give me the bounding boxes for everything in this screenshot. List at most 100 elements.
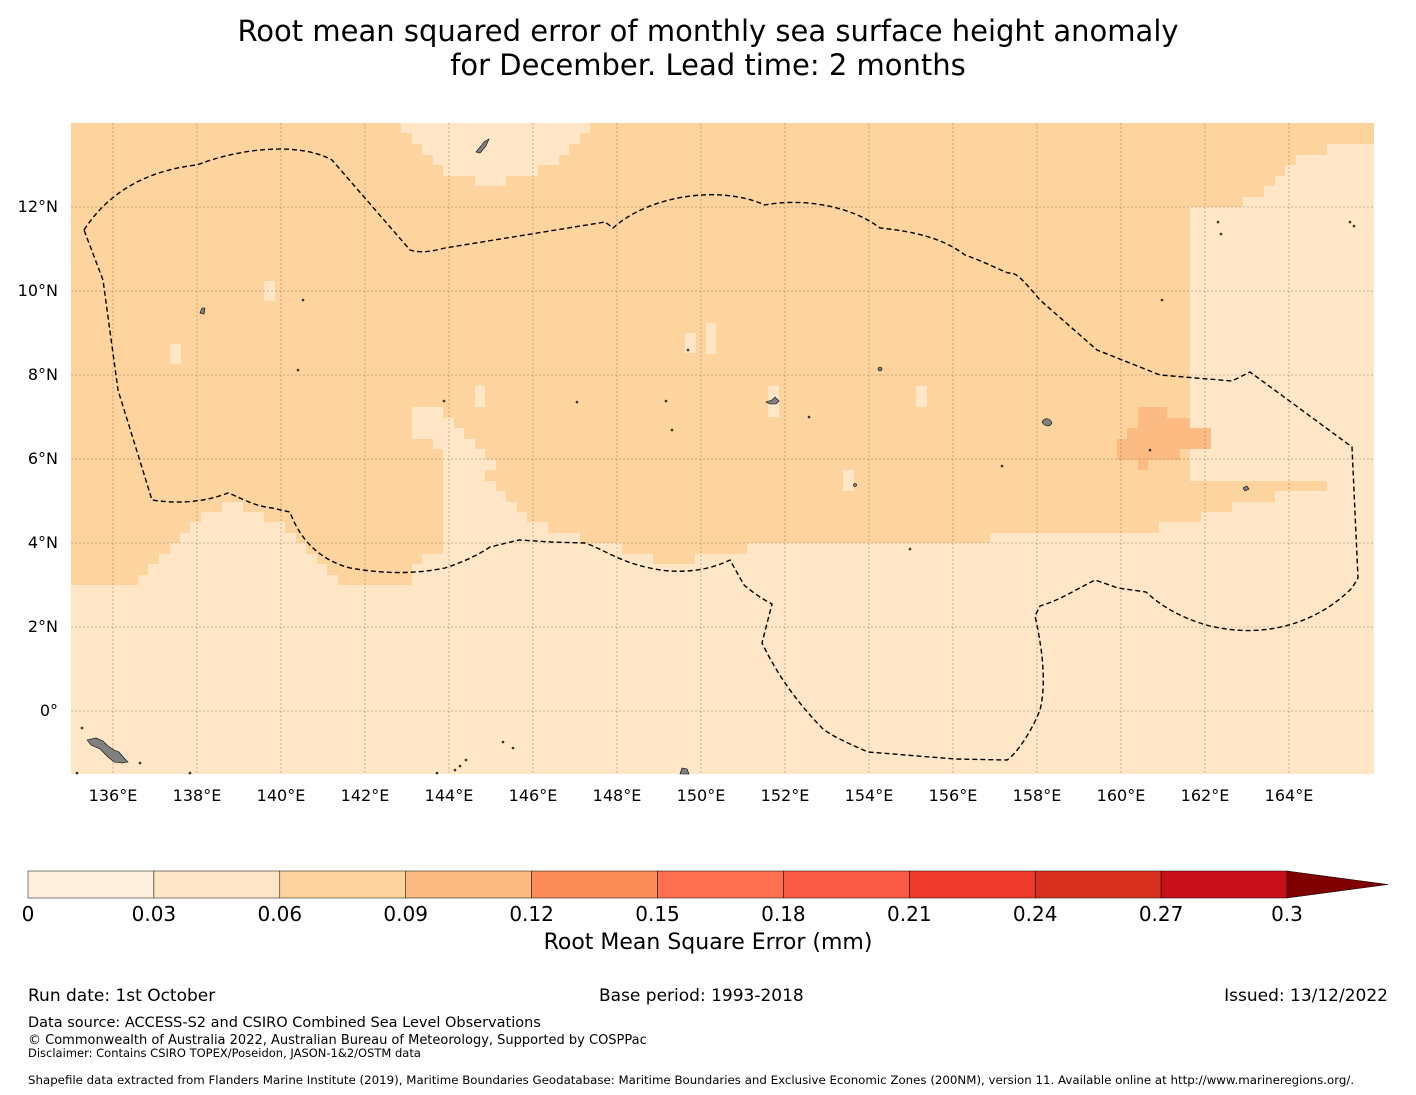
colorbar-segment xyxy=(1160,870,1288,899)
chart-title-line-1: Root mean squared error of monthly sea s… xyxy=(237,14,1179,48)
colorbar-tick-label: 0.15 xyxy=(635,902,680,926)
atoll-dot xyxy=(464,758,468,762)
manus-island xyxy=(679,767,690,775)
lon-tick-label: 140°E xyxy=(257,786,306,805)
colorbar-segment xyxy=(153,870,281,899)
lon-tick-label: 164°E xyxy=(1265,786,1314,805)
lon-tick-label: 154°E xyxy=(845,786,894,805)
rmse-band-low-east xyxy=(1190,144,1374,291)
colorbar-extend-arrow xyxy=(1286,870,1389,899)
lon-tick-label: 148°E xyxy=(593,786,642,805)
atoll-dot xyxy=(670,428,674,432)
lon-tick-label: 158°E xyxy=(1013,786,1062,805)
atoll-dot xyxy=(296,368,300,372)
rmse-cell xyxy=(1357,323,1368,344)
colorbar-label: Root Mean Square Error (mm) xyxy=(543,930,873,955)
atoll-dot xyxy=(138,761,142,765)
lat-tick-label: 0° xyxy=(40,701,58,720)
lon-tick-label: 160°E xyxy=(1097,786,1146,805)
atoll-dot xyxy=(908,547,912,551)
atoll-dot xyxy=(877,366,883,372)
palau-island xyxy=(199,307,206,315)
shapefile-credit: Shapefile data extracted from Flanders M… xyxy=(28,1073,1355,1087)
rmse-cell xyxy=(916,386,927,407)
lon-tick-label: 156°E xyxy=(929,786,978,805)
atoll-dot xyxy=(686,348,690,352)
lon-tick-label: 144°E xyxy=(425,786,474,805)
base-period: Base period: 1993-2018 xyxy=(599,986,804,1006)
lat-tick-label: 8°N xyxy=(28,365,58,384)
run-date: Run date: 1st October xyxy=(28,986,216,1006)
rmse-cell xyxy=(475,386,485,407)
land-islands xyxy=(75,138,1356,775)
colorbar-segment xyxy=(909,870,1036,899)
lon-tick-label: 152°E xyxy=(761,786,810,805)
colorbar-tick-label: 0 xyxy=(22,902,35,926)
colorbar-tick-label: 0.06 xyxy=(258,902,303,926)
colorbar-segment xyxy=(27,870,155,899)
lon-tick-label: 138°E xyxy=(173,786,222,805)
atoll-dot xyxy=(511,746,515,750)
atoll-dot xyxy=(664,399,668,403)
colorbar-segment xyxy=(657,870,784,899)
png-coast-island xyxy=(86,737,129,764)
data-source: Data source: ACCESS-S2 and CSIRO Combine… xyxy=(28,1015,541,1031)
rmse-cell xyxy=(706,323,716,354)
lat-tick-label: 2°N xyxy=(28,617,58,636)
colorbar-tick-label: 0.21 xyxy=(887,902,932,926)
lon-tick-label: 150°E xyxy=(677,786,726,805)
colorbar-segment xyxy=(1034,870,1162,899)
rmse-band-low-wedge xyxy=(412,407,496,543)
atoll-dot xyxy=(1352,224,1356,228)
copyright: © Commonwealth of Australia 2022, Austra… xyxy=(28,1033,647,1048)
atoll-dot xyxy=(458,764,462,768)
rmse-cell xyxy=(843,470,854,491)
atoll-dot xyxy=(501,740,505,744)
atoll-dot xyxy=(1000,464,1004,468)
colorbar-tick-label: 0.18 xyxy=(761,902,806,926)
colorbar-tick-label: 0.27 xyxy=(1139,902,1184,926)
rmse-cell xyxy=(170,344,181,364)
chart-title: Root mean squared error of monthly sea s… xyxy=(0,14,1416,82)
colorbar-tick-label: 0.03 xyxy=(132,902,177,926)
chuuk-island xyxy=(765,396,780,405)
lat-tick-label: 10°N xyxy=(18,281,58,300)
rmse-cell xyxy=(264,281,275,301)
atoll-dot xyxy=(1148,448,1152,452)
atoll-dot xyxy=(1216,220,1220,224)
issued-date: Issued: 13/12/2022 xyxy=(1224,986,1388,1006)
pohnpei-island xyxy=(1041,418,1053,427)
rmse-cell xyxy=(685,333,696,353)
atoll-dot xyxy=(75,771,79,775)
lon-tick-label: 162°E xyxy=(1181,786,1230,805)
gridlines xyxy=(71,123,1374,774)
atoll-dot xyxy=(1219,232,1223,236)
atoll-dot xyxy=(1348,220,1352,224)
guam-island xyxy=(475,138,490,154)
lon-tick-label: 136°E xyxy=(89,786,138,805)
atoll-dot xyxy=(575,400,579,404)
atoll-dot xyxy=(301,298,305,302)
lon-tick-label: 146°E xyxy=(509,786,558,805)
atoll-dot xyxy=(1160,298,1164,302)
disclaimer: Disclaimer: Contains CSIRO TOPEX/Poseido… xyxy=(28,1046,421,1060)
atoll-dot xyxy=(442,399,446,403)
atoll-dot xyxy=(807,415,811,419)
colorbar-segment xyxy=(783,870,910,899)
rmse-band-high xyxy=(1117,407,1211,470)
colorbar-tick-label: 0.12 xyxy=(509,902,554,926)
colorbar-tick-label: 0.24 xyxy=(1013,902,1058,926)
colorbar-segment xyxy=(279,870,406,899)
eez-boundary-north xyxy=(83,148,1359,761)
colorbar-tick-label: 0.09 xyxy=(383,902,428,926)
latitude-axis: 12°N 10°N 8°N 6°N 4°N 2°N 0° xyxy=(18,197,58,720)
rmse-band-mid xyxy=(71,123,1374,585)
map-panel xyxy=(71,123,1374,775)
lat-tick-label: 12°N xyxy=(18,197,58,216)
kosrae-island xyxy=(1242,485,1250,492)
lat-tick-label: 6°N xyxy=(28,449,58,468)
lon-tick-label: 142°E xyxy=(341,786,390,805)
colorbar-tick-label: 0.3 xyxy=(1271,902,1303,926)
atoll-dot xyxy=(80,726,84,730)
